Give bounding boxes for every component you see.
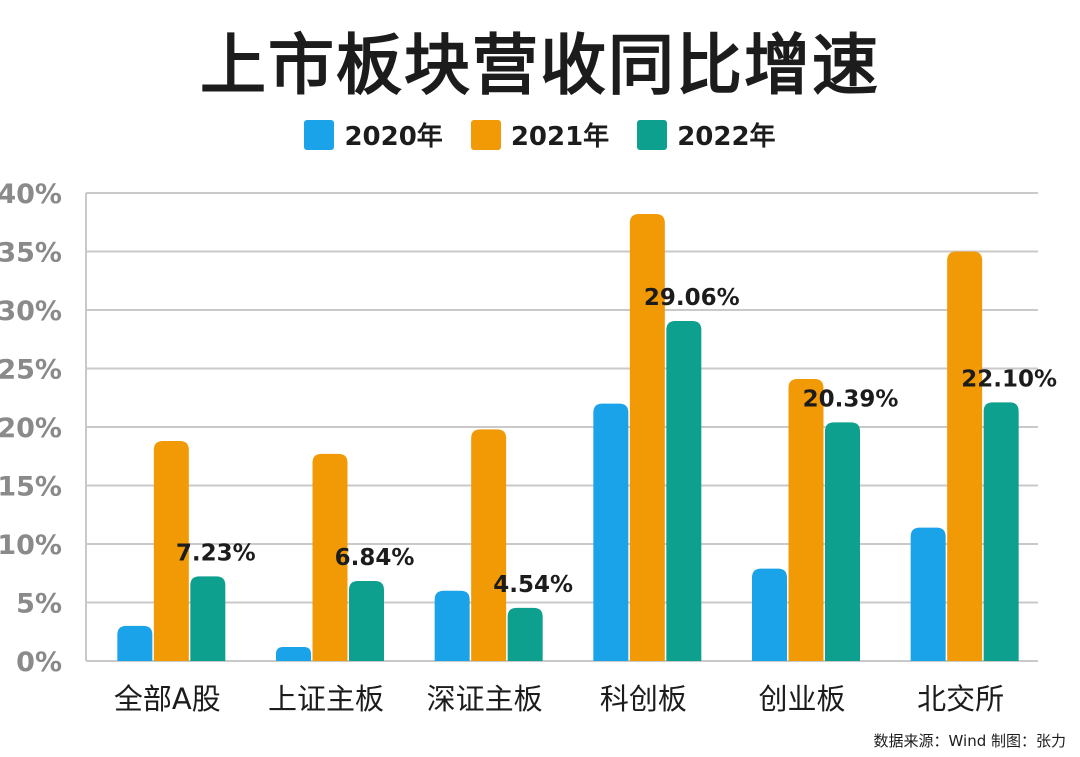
bar-2022-2 xyxy=(507,607,543,661)
data-label: 6.84% xyxy=(335,545,415,571)
x-tick-label: 深证主板 xyxy=(427,682,543,716)
legend: 2020年 2021年 2022年 xyxy=(0,116,1080,153)
y-tick-label: 0% xyxy=(16,647,62,678)
bar-2022-4 xyxy=(825,422,860,661)
data-label: 29.06% xyxy=(644,285,740,311)
legend-label-2021: 2021年 xyxy=(510,122,610,152)
y-tick-label: 40% xyxy=(0,179,62,210)
y-tick-label: 10% xyxy=(0,530,62,561)
bar-2021-2 xyxy=(471,429,507,661)
bar-2022-0 xyxy=(190,576,226,661)
data-label: 20.39% xyxy=(803,386,899,412)
bar-2020-4 xyxy=(752,568,787,661)
bar-2021-4 xyxy=(788,379,824,661)
bar-2021-1 xyxy=(312,453,348,661)
bar-2021-3 xyxy=(629,214,665,661)
bar-2021-0 xyxy=(153,441,189,661)
bar-2022-3 xyxy=(666,320,702,661)
y-tick-label: 35% xyxy=(0,238,62,269)
x-tick-label: 上证主板 xyxy=(268,682,384,716)
legend-swatch-2020 xyxy=(304,119,335,150)
legend-swatch-2022 xyxy=(637,119,668,150)
data-label: 4.54% xyxy=(493,572,573,598)
y-tick-label: 20% xyxy=(0,413,62,444)
bar-2022-1 xyxy=(349,580,384,661)
x-tick-label: 全部A股 xyxy=(114,682,221,716)
x-tick-label: 创业板 xyxy=(758,682,845,716)
data-label: 7.23% xyxy=(176,540,256,566)
legend-item-2022: 2022年 xyxy=(637,116,776,153)
y-tick-label: 5% xyxy=(16,589,62,620)
bar-2020-0 xyxy=(117,625,153,661)
x-tick-label: 科创板 xyxy=(600,682,687,716)
data-label: 22.10% xyxy=(961,366,1057,392)
chart-title: 上市板块营收同比增速 xyxy=(200,27,880,104)
bar-2022-5 xyxy=(983,402,1019,661)
y-tick-label: 30% xyxy=(0,296,62,327)
y-tick-label: 15% xyxy=(0,472,62,503)
legend-item-2020: 2020年 xyxy=(304,116,443,153)
bar-2020-3 xyxy=(593,403,629,661)
legend-swatch-2021 xyxy=(470,119,501,150)
legend-item-2021: 2021年 xyxy=(470,116,610,153)
bar-2020-1 xyxy=(276,646,311,661)
x-tick-label: 北交所 xyxy=(917,682,1004,716)
legend-label-2020: 2020年 xyxy=(344,122,443,152)
source-note: 数据来源：Wind 制图：张力 xyxy=(873,732,1066,750)
bar-2020-2 xyxy=(434,590,470,661)
bar-2021-5 xyxy=(947,251,983,661)
legend-label-2022: 2022年 xyxy=(677,122,776,152)
bar-2020-5 xyxy=(910,527,946,661)
y-tick-label: 25% xyxy=(0,355,62,386)
